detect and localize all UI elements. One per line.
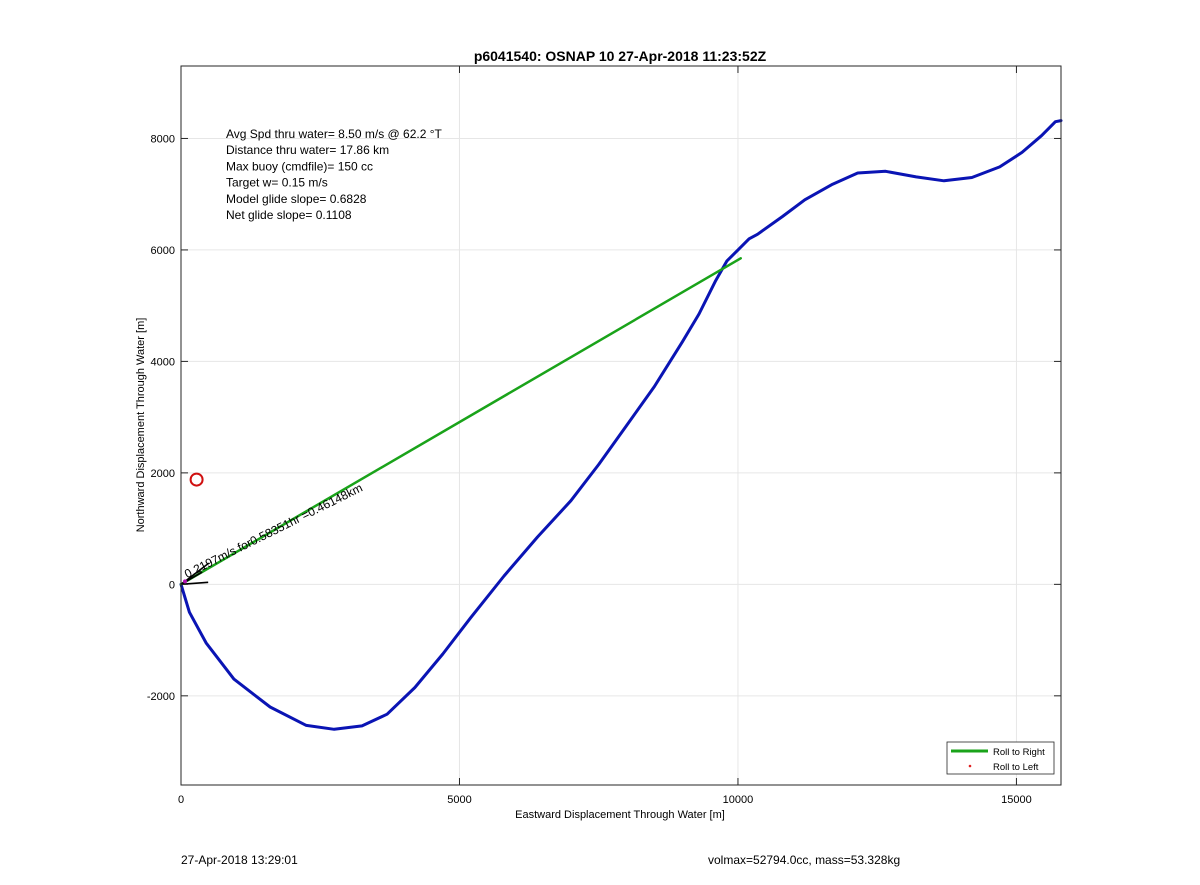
x-tick-label: 15000 — [1001, 794, 1032, 806]
chart-title: p6041540: OSNAP 10 27-Apr-2018 11:23:52Z — [474, 48, 767, 64]
legend-label-roll-right: Roll to Right — [993, 747, 1045, 758]
current-arrow-label: 0.2197m/s for0.58351hr =0.46148km — [182, 481, 365, 581]
plot-area-border — [180, 65, 1062, 786]
y-tick-label: 8000 — [151, 133, 175, 145]
stats-annotations: Avg Spd thru water= 8.50 m/s @ 62.2 °T Di… — [226, 127, 443, 222]
stats-annotation-line: Model glide slope= 0.6828 — [226, 192, 367, 206]
stats-annotation-line: Target w= 0.15 m/s — [226, 176, 328, 190]
axis-ticks: 0 5000 10000 15000 -2000 0 2000 4000 6000 8000 — [147, 66, 1061, 806]
y-tick-label: 4000 — [151, 356, 175, 368]
x-tick-label: 0 — [178, 794, 184, 806]
legend: Roll to Right Roll to Left — [946, 741, 1055, 775]
stats-annotation-line: Distance thru water= 17.86 km — [226, 143, 389, 157]
position-circle-marker — [189, 472, 204, 487]
y-tick-label: -2000 — [147, 691, 175, 703]
glider-track-line — [179, 119, 1063, 731]
stats-annotation-line: Max buoy (cmdfile)= 150 cc — [226, 159, 373, 173]
y-tick-label: 6000 — [151, 245, 175, 257]
legend-box — [946, 741, 1055, 775]
y-tick-label: 2000 — [151, 468, 175, 480]
footer-timestamp: 27-Apr-2018 13:29:01 — [181, 853, 298, 867]
legend-label-roll-left: Roll to Left — [993, 762, 1039, 773]
y-tick-label: 0 — [169, 579, 175, 591]
footer-vol-mass: volmax=52794.0cc, mass=53.328kg — [708, 853, 901, 867]
y-axis-label: Northward Displacement Through Water [m] — [135, 318, 147, 533]
stats-annotation-line: Net glide slope= 0.1108 — [226, 208, 352, 222]
x-tick-label: 5000 — [447, 794, 471, 806]
stats-annotation-line: Avg Spd thru water= 8.50 m/s @ 62.2 °T — [226, 127, 443, 141]
roll-to-right-line — [179, 257, 742, 586]
x-axis-label: Eastward Displacement Through Water [m] — [515, 809, 725, 821]
grid-lines — [180, 66, 1061, 785]
x-tick-label: 10000 — [723, 794, 754, 806]
start-point-marker — [183, 579, 187, 584]
legend-dot-swatch — [968, 764, 972, 768]
